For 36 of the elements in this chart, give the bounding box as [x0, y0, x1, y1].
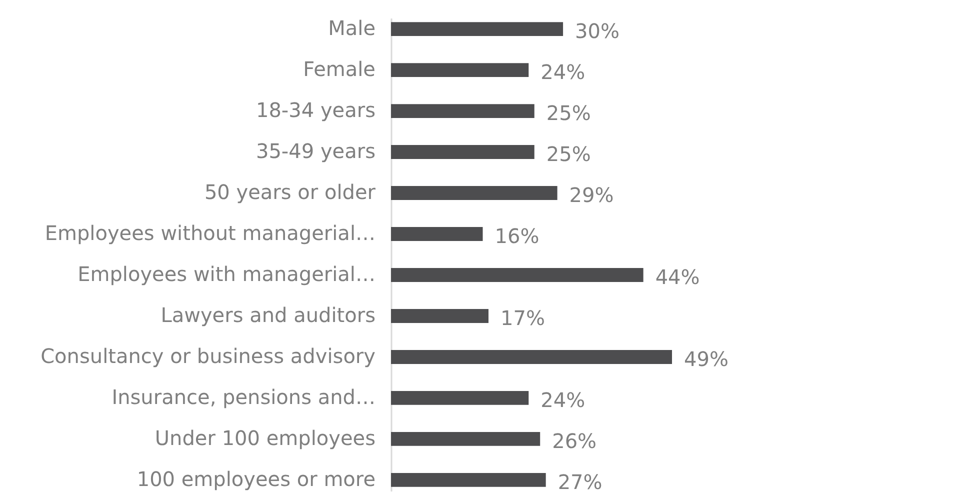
bar — [391, 145, 534, 159]
bar — [391, 63, 529, 78]
bar — [391, 104, 534, 118]
y-tick-label: 50 years or older — [204, 180, 376, 204]
y-tick-label: Female — [303, 57, 376, 82]
y-tick-label: 35-49 years — [256, 139, 376, 164]
data-label: 25% — [546, 101, 591, 126]
y-tick-label: 100 employees or more — [136, 466, 376, 491]
y-tick-label: Insurance, pensions and… — [112, 384, 376, 409]
data-label: 44% — [655, 264, 700, 289]
bar — [391, 22, 564, 36]
data-label: 24% — [540, 388, 586, 412]
data-label: 25% — [546, 142, 591, 166]
data-label: 24% — [540, 60, 586, 84]
data-label: 26% — [552, 428, 597, 453]
bar — [391, 186, 558, 200]
bar — [391, 309, 488, 323]
y-tick-label: Employees without managerial… — [44, 221, 376, 246]
bar — [391, 350, 672, 364]
y-tick-label: Under 100 employees — [154, 426, 376, 450]
bar — [391, 227, 483, 241]
data-label: 16% — [494, 224, 540, 248]
data-label: 29% — [569, 183, 614, 208]
y-tick-label: Employees with managerial… — [78, 262, 376, 286]
data-label: 27% — [558, 470, 602, 494]
bar — [391, 472, 546, 487]
y-tick-label: Consultancy or business advisory — [40, 344, 376, 368]
data-label: 49% — [684, 346, 728, 371]
data-label: 17% — [500, 306, 545, 330]
y-tick-label: 18-34 years — [256, 98, 376, 122]
bar — [391, 390, 529, 405]
y-tick-label: Male — [328, 16, 376, 40]
bar — [391, 432, 540, 446]
data-label: 30% — [575, 19, 620, 44]
bar — [391, 268, 644, 282]
y-tick-label: Lawyers and auditors — [160, 302, 376, 327]
